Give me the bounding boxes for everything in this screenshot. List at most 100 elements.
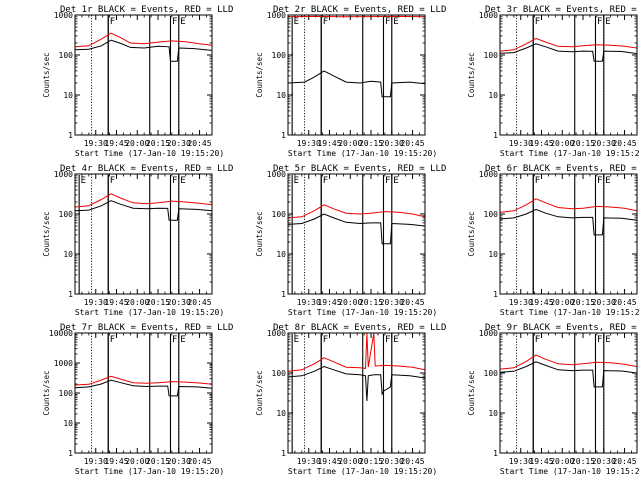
y-tick-label: 100	[484, 51, 499, 60]
marker-label-f: F	[323, 17, 328, 27]
y-tick-label: 1	[68, 449, 73, 458]
x-tick-label: 20:45	[612, 457, 636, 466]
y-tick-label: 1	[493, 290, 498, 299]
marker-label-e: E	[605, 17, 610, 27]
y-tick-label: 1	[493, 131, 498, 140]
x-tick-label: 20:00	[338, 457, 362, 466]
y-axis-label: Counts/sec	[467, 370, 476, 415]
panel-title: Det 6r BLACK = Events, RED = LLD	[485, 164, 640, 174]
lld-series-line	[75, 375, 212, 386]
panel-title: Det 7r BLACK = Events, RED = LLD	[60, 323, 233, 333]
x-tick-label: 19:45	[104, 139, 128, 148]
event-lines	[516, 333, 605, 453]
marker-label-e: E	[180, 335, 185, 345]
y-tick-label: 10	[488, 91, 498, 100]
x-tick-label: 20:00	[338, 298, 362, 307]
x-tick-label: 19:45	[317, 298, 341, 307]
y-axis-label: Counts/sec	[255, 211, 264, 256]
y-axis-label: Counts/sec	[42, 370, 51, 415]
x-axis-label: Start Time (17-Jan-10 19:15:20)	[288, 149, 437, 158]
marker-label-f: F	[385, 335, 390, 345]
marker-label-f: F	[110, 17, 115, 27]
plot-frame	[74, 173, 213, 295]
y-tick-label: 1000	[479, 11, 498, 20]
y-tick-label: 1000	[54, 170, 73, 179]
marker-label-e: E	[180, 17, 185, 27]
y-tick-label: 100	[272, 369, 287, 378]
x-tick-label: 19:30	[84, 298, 108, 307]
x-tick-label: 20:30	[592, 298, 616, 307]
marker-label-f: F	[597, 176, 602, 186]
marker-label-e: E	[294, 176, 299, 186]
x-tick-label: 19:45	[317, 457, 341, 466]
plot-frame	[74, 332, 213, 454]
y-tick-label: 10	[488, 250, 498, 259]
panel-title: Det 5r BLACK = Events, RED = LLD	[273, 164, 446, 174]
y-tick-label: 1000	[479, 170, 498, 179]
marker-label-f: F	[597, 335, 602, 345]
marker-label-f: F	[597, 17, 602, 27]
marker-label-e: E	[393, 17, 398, 27]
x-tick-label: 20:15	[571, 457, 595, 466]
events-series-line	[288, 365, 425, 402]
y-tick-label: 100	[484, 210, 499, 219]
x-tick-label: 20:45	[612, 298, 636, 307]
x-tick-label: 20:30	[592, 457, 616, 466]
plot-frame	[74, 14, 213, 136]
x-tick-label: 19:30	[509, 298, 533, 307]
x-tick-label: 19:45	[317, 139, 341, 148]
x-axis-label: Start Time (17-Jan-10 19:15:20)	[75, 149, 224, 158]
x-tick-label: 20:30	[167, 298, 191, 307]
x-tick-label: 19:30	[297, 457, 321, 466]
x-axis-label: Start Time (17-Jan-10 19:15:20)	[288, 308, 437, 317]
marker-label-f: F	[172, 17, 177, 27]
event-lines	[304, 333, 393, 453]
x-tick-label: 20:15	[359, 139, 383, 148]
x-tick-label: 20:15	[359, 457, 383, 466]
lld-series-line	[500, 354, 637, 370]
y-tick-label: 100	[484, 369, 499, 378]
y-axis-label: Counts/sec	[255, 52, 264, 97]
x-tick-label: 20:45	[187, 457, 211, 466]
events-series-line	[288, 70, 425, 98]
y-tick-label: 1000	[267, 170, 286, 179]
events-series-line	[75, 39, 212, 62]
events-series-line	[500, 361, 637, 388]
x-tick-label: 20:15	[146, 139, 170, 148]
x-tick-label: 19:30	[509, 139, 533, 148]
y-axis-label: Counts/sec	[467, 211, 476, 256]
event-lines	[91, 174, 180, 294]
y-tick-label: 1	[281, 131, 286, 140]
event-lines	[91, 15, 180, 135]
marker-label-f: F	[323, 335, 328, 345]
marker-label-f: F	[385, 176, 390, 186]
y-tick-label: 100	[59, 210, 74, 219]
x-tick-label: 20:00	[550, 139, 574, 148]
y-tick-label: 1	[281, 449, 286, 458]
x-tick-label: 19:45	[529, 139, 553, 148]
event-lines	[91, 333, 180, 453]
y-tick-label: 10	[488, 409, 498, 418]
y-tick-label: 1000	[54, 359, 73, 368]
y-tick-label: 1	[68, 131, 73, 140]
x-tick-label: 20:15	[571, 139, 595, 148]
panel-det-6: Det 6r BLACK = Events, RED = LLDFFE11010…	[467, 164, 640, 317]
x-tick-label: 20:00	[550, 298, 574, 307]
y-tick-label: 1	[68, 290, 73, 299]
marker-label-e: E	[605, 176, 610, 186]
x-tick-label: 20:30	[167, 139, 191, 148]
panel-title: Det 1r BLACK = Events, RED = LLD	[60, 5, 233, 15]
marker-label-f: F	[110, 335, 115, 345]
lld-series-line	[500, 37, 637, 52]
x-tick-label: 20:00	[125, 139, 149, 148]
plot-frame	[499, 332, 638, 454]
x-tick-label: 20:30	[380, 298, 404, 307]
x-tick-label: 20:45	[187, 139, 211, 148]
marker-label-e: E	[81, 176, 86, 186]
y-tick-label: 10	[276, 409, 286, 418]
x-axis-label: Start Time (17-Jan-10 19:15:20)	[75, 308, 224, 317]
